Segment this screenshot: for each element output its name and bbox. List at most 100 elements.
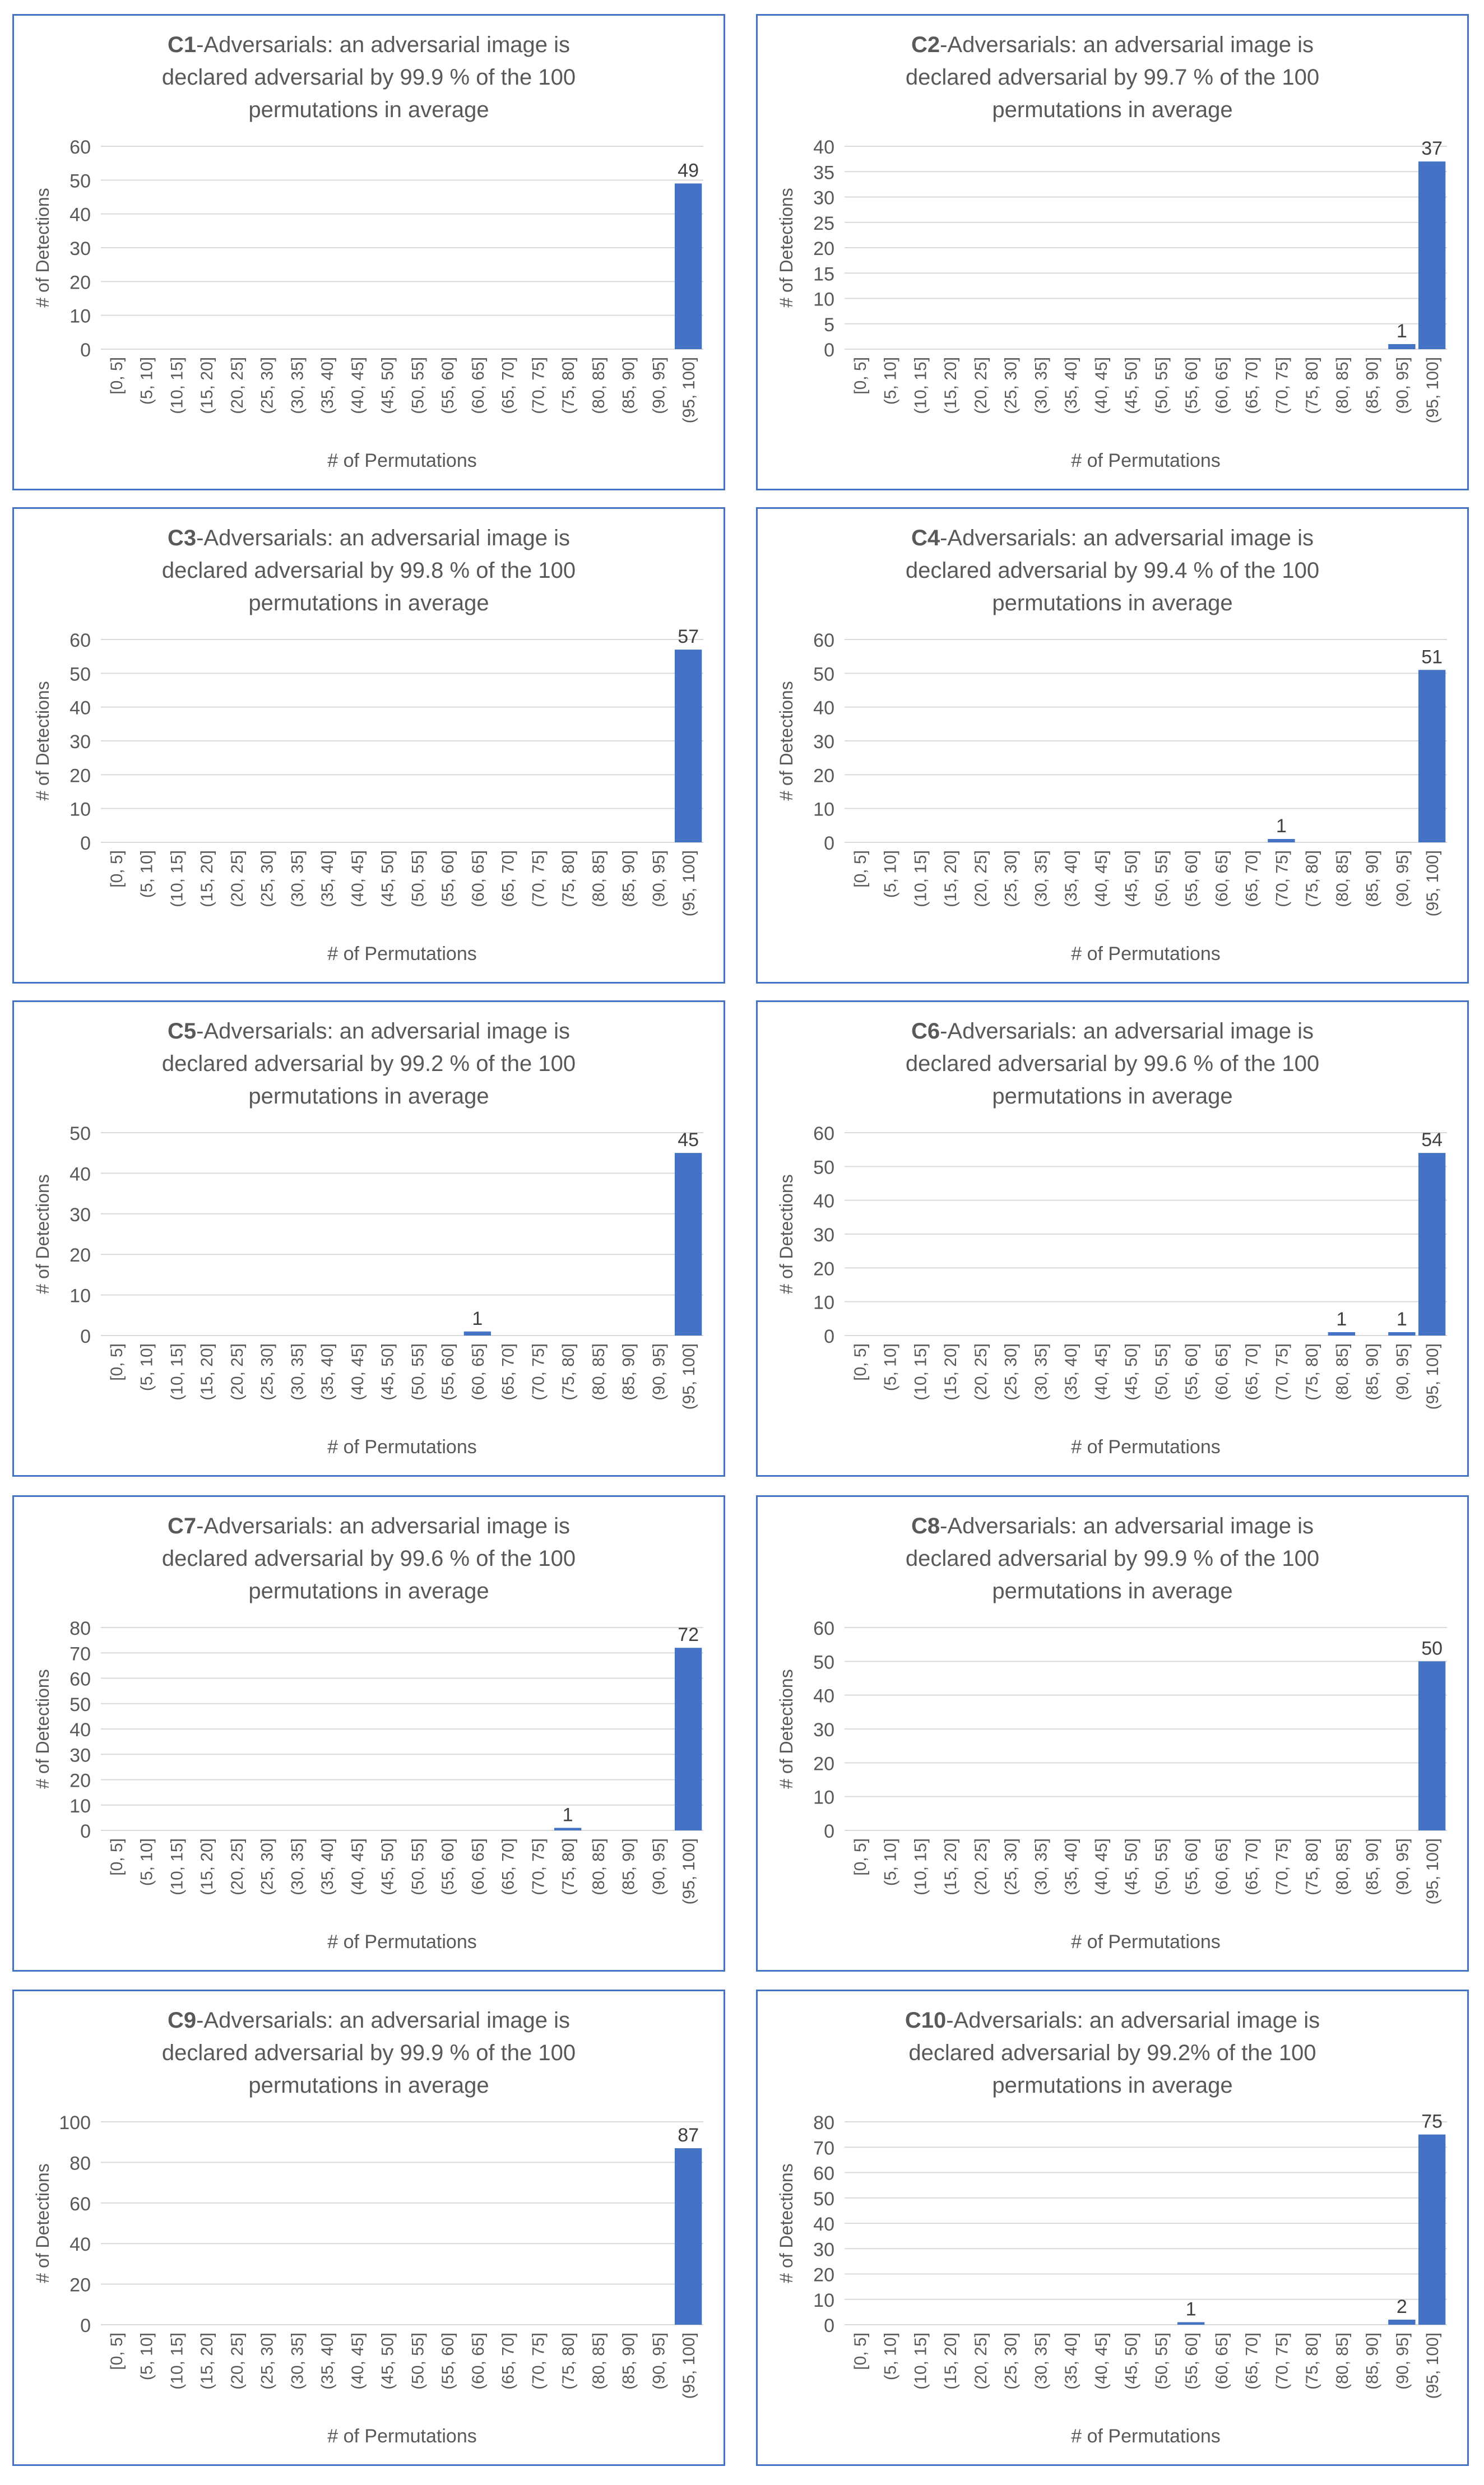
x-tick-label: (95, 100] xyxy=(1423,1343,1442,1410)
bar-chart: C4-Adversarials: an adversarial image is… xyxy=(776,526,1447,965)
x-tick-label: (95, 100] xyxy=(1423,1838,1442,1904)
x-tick-label: (5, 10] xyxy=(882,357,900,405)
x-tick-label: (15, 20] xyxy=(198,357,216,414)
y-tick-label: 40 xyxy=(69,2234,91,2255)
chart-title-line: C8-Adversarials: an adversarial image is xyxy=(911,1514,1314,1538)
x-tick-label: (10, 15] xyxy=(168,1838,186,1895)
y-tick-label: 0 xyxy=(824,2315,834,2336)
x-tick-label: (50, 55] xyxy=(409,2333,427,2390)
x-tick-label: (30, 35] xyxy=(1032,357,1050,414)
x-tick-label: (30, 35] xyxy=(288,1343,307,1401)
data-label: 50 xyxy=(1421,1638,1443,1659)
y-tick-label: 20 xyxy=(69,2275,91,2296)
y-tick-label: 60 xyxy=(813,1123,834,1144)
y-tick-label: 0 xyxy=(80,1326,91,1347)
data-label: 57 xyxy=(678,626,699,647)
y-tick-label: 40 xyxy=(813,1686,834,1707)
chart-title-line: permutations in average xyxy=(992,591,1232,615)
chart-panel-c7: C7-Adversarials: an adversarial image is… xyxy=(12,1495,725,1972)
x-tick-label: (70, 75] xyxy=(1273,850,1291,907)
data-label: 45 xyxy=(678,1129,699,1151)
y-tick-label: 15 xyxy=(813,263,834,285)
bar-chart: C9-Adversarials: an adversarial image is… xyxy=(33,2008,703,2447)
y-axis-label: # of Detections xyxy=(33,1174,53,1294)
x-tick-label: (90, 95] xyxy=(650,357,668,414)
chart-panel-c6: C6-Adversarials: an adversarial image is… xyxy=(756,1000,1469,1477)
bar-chart: C2-Adversarials: an adversarial image is… xyxy=(776,33,1447,471)
x-tick-label: (85, 90] xyxy=(1364,1343,1382,1401)
x-tick-label: (50, 55] xyxy=(1152,2333,1171,2390)
x-tick-label: (50, 55] xyxy=(409,357,427,414)
x-tick-label: (35, 40] xyxy=(1062,850,1080,907)
x-tick-label: (40, 45] xyxy=(1092,850,1111,907)
x-tick-label: (45, 50] xyxy=(1123,357,1141,414)
x-tick-label: (60, 65] xyxy=(469,850,488,907)
chart-title-line: C7-Adversarials: an adversarial image is xyxy=(168,1514,570,1538)
x-tick-label: (10, 15] xyxy=(911,1343,930,1401)
x-tick-label: (95, 100] xyxy=(1423,2333,1442,2399)
bar xyxy=(1388,344,1416,349)
y-tick-label: 60 xyxy=(813,1618,834,1639)
bar xyxy=(1418,670,1446,842)
x-tick-label: (75, 80] xyxy=(1303,2333,1321,2390)
x-tick-label: (85, 90] xyxy=(620,1838,638,1895)
x-tick-label: (55, 60] xyxy=(1182,2333,1201,2390)
y-tick-label: 70 xyxy=(69,1643,91,1665)
y-tick-label: 0 xyxy=(80,340,91,361)
y-tick-label: 50 xyxy=(813,2189,834,2210)
chart-title-line: C4-Adversarials: an adversarial image is xyxy=(911,526,1314,550)
y-tick-label: 10 xyxy=(69,799,91,820)
bar xyxy=(1418,1153,1446,1336)
y-tick-label: 20 xyxy=(69,272,91,293)
y-tick-label: 80 xyxy=(69,2153,91,2174)
y-tick-label: 30 xyxy=(813,1719,834,1741)
x-tick-label: (45, 50] xyxy=(379,2333,397,2390)
x-tick-label: (50, 55] xyxy=(1152,850,1171,907)
x-tick-label: (70, 75] xyxy=(1273,1343,1291,1401)
chart-title-line: declared adversarial by 99.7 % of the 10… xyxy=(906,65,1319,90)
chart-title-line: C10-Adversarials: an adversarial image i… xyxy=(905,2008,1320,2033)
chart-panel-c2: C2-Adversarials: an adversarial image is… xyxy=(756,14,1469,490)
x-tick-label: (65, 70] xyxy=(499,1343,518,1401)
y-tick-label: 60 xyxy=(69,1669,91,1690)
x-tick-label: (65, 70] xyxy=(499,1838,518,1895)
y-tick-label: 30 xyxy=(69,731,91,753)
x-tick-label: (35, 40] xyxy=(318,1838,337,1895)
x-tick-label: (40, 45] xyxy=(1092,2333,1111,2390)
x-tick-label: (30, 35] xyxy=(288,357,307,414)
data-label: 54 xyxy=(1421,1129,1443,1151)
x-tick-label: (15, 20] xyxy=(198,1343,216,1401)
x-axis-label: # of Permutations xyxy=(1071,2426,1220,2447)
x-tick-label: (55, 60] xyxy=(439,1343,457,1401)
x-tick-label: (60, 65] xyxy=(1213,2333,1231,2390)
x-tick-label: (65, 70] xyxy=(499,357,518,414)
x-tick-label: (25, 30] xyxy=(258,1343,277,1401)
data-label: 2 xyxy=(1397,2296,1407,2317)
y-tick-label: 50 xyxy=(69,664,91,685)
chart-panel-c8: C8-Adversarials: an adversarial image is… xyxy=(756,1495,1469,1972)
x-tick-label: (65, 70] xyxy=(1243,850,1262,907)
x-tick-label: (70, 75] xyxy=(1273,357,1291,414)
x-tick-label: (40, 45] xyxy=(349,2333,367,2390)
x-tick-label: (80, 85] xyxy=(590,850,608,907)
x-tick-label: [0, 5] xyxy=(851,1343,870,1381)
chart-title-line: C1-Adversarials: an adversarial image is xyxy=(168,33,570,57)
x-tick-label: (90, 95] xyxy=(1393,1838,1412,1895)
x-tick-label: (60, 65] xyxy=(1213,850,1231,907)
bar xyxy=(554,1828,582,1830)
y-tick-label: 0 xyxy=(824,1326,834,1347)
y-tick-label: 10 xyxy=(813,1787,834,1809)
x-tick-label: (90, 95] xyxy=(650,2333,668,2390)
x-tick-label: (80, 85] xyxy=(1333,2333,1352,2390)
data-label: 1 xyxy=(1186,2298,1197,2320)
x-axis-label: # of Permutations xyxy=(1071,1931,1220,1953)
data-label: 75 xyxy=(1421,2111,1443,2132)
y-tick-label: 50 xyxy=(813,1157,834,1178)
x-tick-label: [0, 5] xyxy=(108,1343,126,1381)
chart-title-line: C5-Adversarials: an adversarial image is xyxy=(168,1019,570,1044)
x-tick-label: (50, 55] xyxy=(409,1838,427,1895)
x-tick-label: (45, 50] xyxy=(1123,1838,1141,1895)
bar xyxy=(1418,2134,1446,2325)
x-tick-label: (65, 70] xyxy=(1243,1343,1262,1401)
x-tick-label: (50, 55] xyxy=(1152,357,1171,414)
